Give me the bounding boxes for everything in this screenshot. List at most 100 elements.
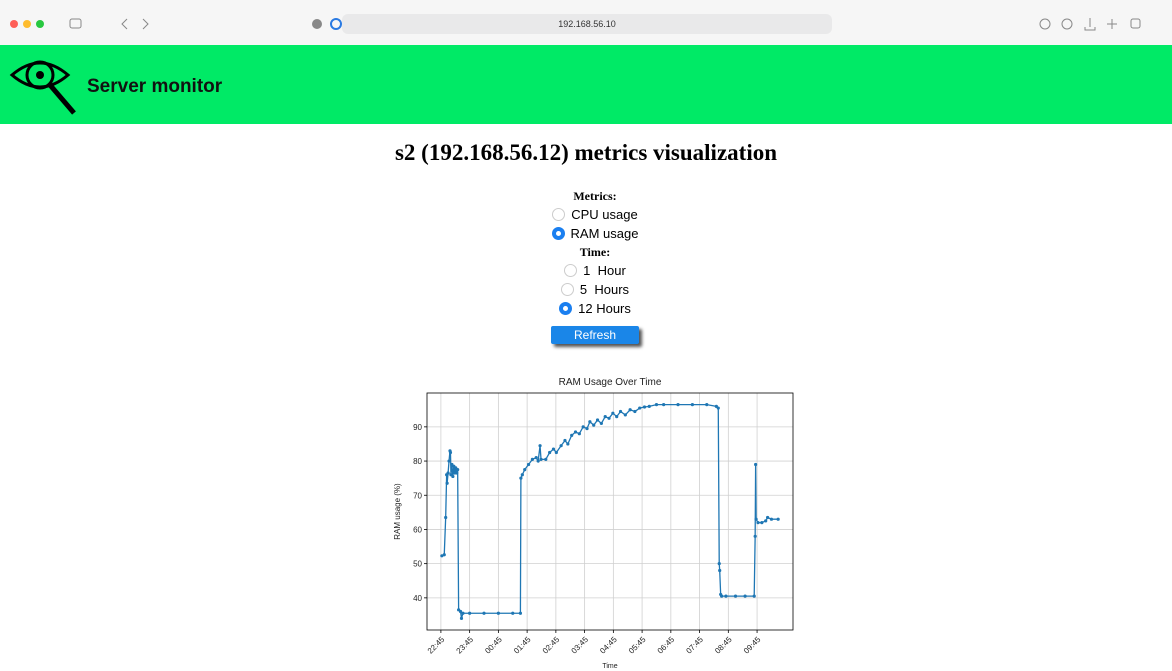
radio-button[interactable]	[552, 208, 566, 221]
data-point	[618, 409, 623, 414]
data-point	[544, 457, 548, 461]
refresh-button[interactable]: Refresh	[551, 326, 639, 344]
data-point	[623, 413, 627, 417]
data-point	[570, 433, 574, 438]
data-point	[615, 414, 619, 419]
radio-button[interactable]	[559, 302, 573, 315]
y-tick-label: 60	[413, 525, 422, 534]
download-icon[interactable]	[1039, 18, 1051, 30]
data-point	[581, 425, 585, 429]
data-point	[451, 474, 455, 479]
data-point	[563, 438, 567, 443]
data-point	[628, 408, 632, 412]
data-point	[566, 442, 570, 446]
logo	[9, 60, 76, 115]
x-axis-label: Time	[602, 663, 617, 670]
radio-button[interactable]	[551, 227, 565, 240]
metrics-form: Metrics: CPU usage RAM usage Time: 1 Hour…	[500, 187, 690, 344]
data-point	[776, 517, 780, 521]
data-point	[456, 468, 460, 472]
share-icon[interactable]	[1084, 18, 1096, 31]
data-point	[676, 403, 680, 407]
new-tab-icon[interactable]	[1107, 19, 1117, 29]
logo-eye	[9, 61, 71, 89]
data-point	[559, 444, 563, 448]
x-tick-label: 05:45	[627, 635, 648, 656]
data-point	[705, 403, 709, 407]
sidebar-icon[interactable]	[69, 18, 82, 29]
data-point	[753, 534, 757, 538]
data-point	[440, 554, 444, 558]
data-point	[455, 471, 459, 475]
data-point	[554, 450, 558, 455]
time-options: 1 Hour 5 Hours 12 Hours	[500, 261, 690, 318]
data-point	[588, 420, 592, 424]
zoom-button[interactable]	[36, 20, 44, 28]
logo-lens	[25, 60, 55, 90]
radio-label: 12 Hours	[578, 301, 631, 316]
nav-arrows[interactable]	[121, 18, 149, 30]
data-point	[611, 411, 615, 415]
radio-label: CPU usage	[571, 207, 638, 222]
radio-option[interactable]: 12 Hours	[500, 299, 690, 318]
y-tick-label: 80	[413, 457, 422, 466]
x-tick-label: 23:45	[455, 635, 476, 656]
data-point	[760, 521, 764, 525]
data-point	[530, 457, 534, 461]
y-tick-label: 40	[413, 594, 422, 603]
data-point	[690, 403, 694, 407]
data-point	[520, 473, 524, 477]
y-tick-label: 70	[413, 491, 422, 500]
header	[0, 45, 1172, 124]
data-point	[459, 616, 464, 620]
data-point	[733, 594, 738, 598]
radio-option[interactable]: CPU usage	[500, 205, 690, 224]
data-point	[716, 406, 720, 410]
minimize-button[interactable]	[23, 20, 31, 28]
data-point	[447, 459, 451, 463]
url-bar[interactable]: 192.168.56.10	[342, 14, 832, 34]
data-point	[642, 405, 647, 409]
data-point	[539, 457, 543, 461]
data-point	[754, 462, 758, 467]
radio-option[interactable]: 1 Hour	[500, 261, 690, 280]
shield-icon[interactable]	[312, 19, 322, 29]
data-point	[754, 517, 758, 521]
radio-button[interactable]	[564, 264, 578, 277]
tabs-icon[interactable]	[1130, 18, 1141, 29]
data-point	[638, 406, 642, 410]
data-point	[458, 609, 463, 614]
data-point	[445, 481, 449, 485]
plot-frame	[426, 392, 794, 631]
radio-option[interactable]: 5 Hours	[500, 280, 690, 299]
metrics-options: CPU usage RAM usage	[500, 205, 690, 243]
data-point	[573, 430, 578, 434]
data-point	[607, 416, 611, 420]
chart: RAM Usage Over Time 40 50 60 70 80 90 22:45 23:4…	[393, 377, 794, 670]
history-icon[interactable]	[1061, 18, 1073, 30]
data-point	[585, 426, 589, 431]
logo-handle	[48, 83, 76, 115]
y-tick-label: 50	[413, 560, 422, 569]
data-point	[577, 432, 581, 436]
toolbar-icons	[10, 18, 1141, 31]
data-point	[548, 450, 552, 455]
data-point	[752, 594, 756, 598]
radio-option[interactable]: RAM usage	[500, 224, 690, 243]
data-point	[526, 462, 531, 467]
data-point	[511, 611, 515, 615]
radio-label: RAM usage	[570, 226, 639, 241]
logo-pupil	[36, 71, 44, 79]
close-button[interactable]	[10, 20, 18, 28]
data-point	[766, 515, 770, 520]
data-point	[538, 444, 542, 448]
radio-label: 1 Hour	[583, 263, 626, 278]
x-tick-label: 08:45	[713, 635, 734, 656]
x-tick-label: 03:45	[569, 635, 590, 656]
extension-icon[interactable]	[330, 18, 342, 30]
radio-label: 5 Hours	[579, 282, 630, 297]
data-point	[769, 517, 774, 521]
radio-button[interactable]	[560, 283, 574, 296]
